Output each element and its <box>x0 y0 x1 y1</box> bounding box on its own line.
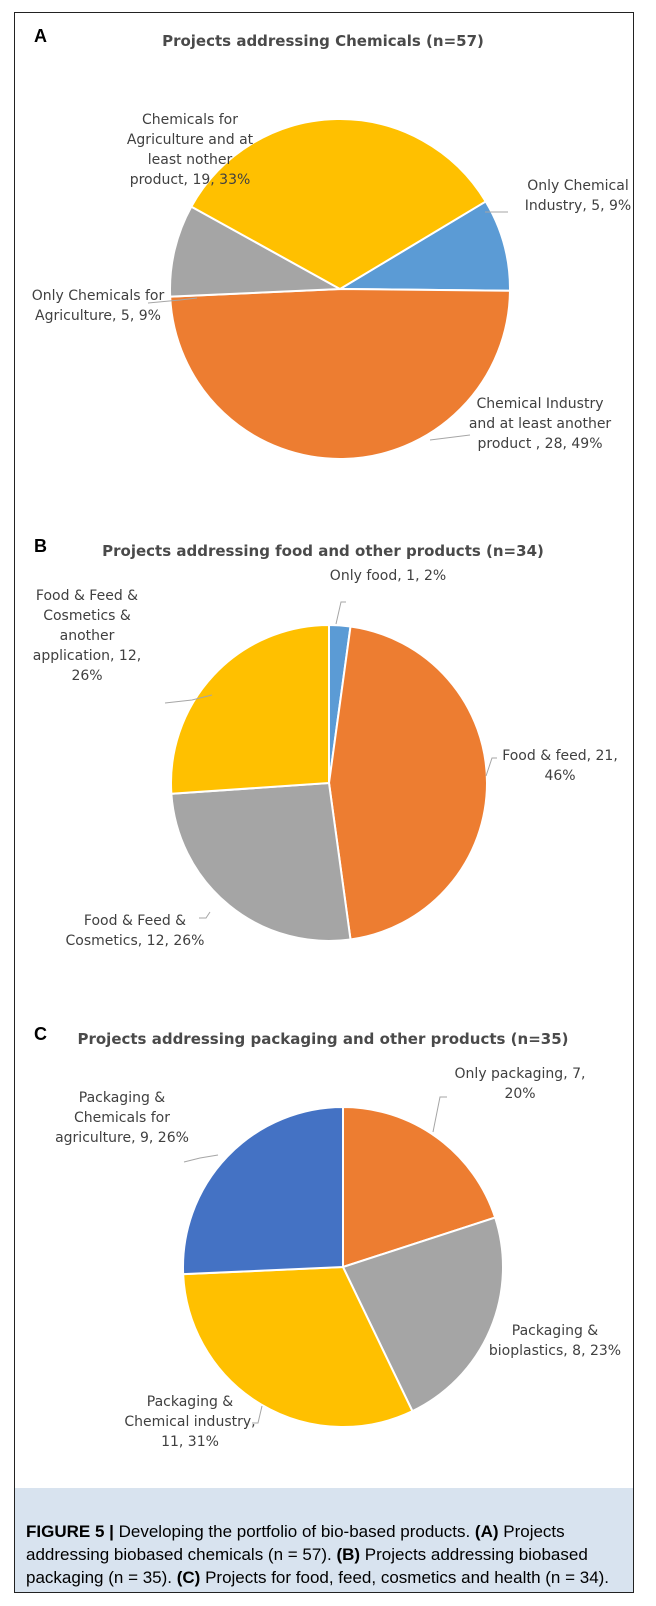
leader-line-3 <box>199 911 211 919</box>
chart-title-b: Projects addressing food and other produ… <box>102 542 544 560</box>
slice-label-2: Food & feed, 21, 46% <box>502 748 618 784</box>
panel-b: B Projects addressing food and other pro… <box>0 520 618 980</box>
pie-chart-c: Only packaging, 7, 20% Packaging & bioplast… <box>55 1066 621 1450</box>
slice-label-2: Chemical Industry and at least another pro… <box>469 396 612 452</box>
leader-line-3 <box>252 1405 263 1424</box>
pie-slice-4 <box>189 118 488 291</box>
leader-line-3 <box>147 297 198 304</box>
pie-slice-3 <box>182 1265 414 1428</box>
slice-label-4: Chemicals for Agriculture and at least not… <box>127 112 254 188</box>
slice-label-4: Packaging & Chemicals for agriculture, 9, … <box>55 1090 189 1146</box>
pie-slice-1 <box>336 200 511 292</box>
leader-line-1 <box>432 1096 447 1133</box>
slice-label-4: Food & Feed & Cosmetics & another applicati… <box>33 588 141 684</box>
leader-line-2 <box>485 757 497 777</box>
leader-line-4 <box>183 1154 219 1163</box>
caption-text-c: Projects for food, feed, cosmetics and h… <box>200 1568 610 1587</box>
pie-slice-4 <box>170 623 330 795</box>
caption-text-b: Projects addressing biobased packaging (… <box>26 1545 588 1587</box>
slice-label-3: Only Chemicals for Agriculture, 5, 9% <box>32 288 165 324</box>
panel-letter-a: A <box>34 26 47 46</box>
slice-label-3: Packaging & Chemical industry, 11, 31% <box>124 1394 255 1450</box>
leader-line-2 <box>429 434 471 441</box>
pie-slice-2 <box>341 1216 504 1413</box>
caption-intro: Developing the portfolio of bio-based pr… <box>113 1522 475 1541</box>
pie-slice-4 <box>182 1105 344 1276</box>
caption-background <box>14 1488 634 1593</box>
pie-chart-a: Only Chemical Industry, 5, 9% Chemical Ind… <box>32 112 632 460</box>
caption-label: FIGURE 5 | <box>26 1522 114 1541</box>
pie-slice-2 <box>327 625 488 941</box>
leader-line-1 <box>335 601 346 625</box>
pie-chart-b: Only food, 1, 2% Food & feed, 21, 46% Food … <box>33 568 618 949</box>
pie-slice-1 <box>342 1105 497 1269</box>
panel-letter-c: C <box>34 1024 47 1044</box>
panel-c: C Projects addressing packaging and othe… <box>0 1010 618 1480</box>
pie-slice-2 <box>169 287 512 460</box>
panel-a: A Projects addressing Chemicals (n=57) <box>0 12 618 512</box>
slice-label-1: Only Chemical Industry, 5, 9% <box>525 178 632 214</box>
figure-caption: FIGURE 5 | Developing the portfolio of b… <box>26 1520 626 1589</box>
slice-label-3: Food & Feed & Cosmetics, 12, 26% <box>66 913 205 949</box>
caption-tag-a: (A) <box>474 1522 499 1541</box>
slice-label-1: Only food, 1, 2% <box>330 568 446 584</box>
chart-title-a: Projects addressing Chemicals (n=57) <box>162 32 484 50</box>
caption-tag-c: (C) <box>176 1568 201 1587</box>
slice-label-2: Packaging & bioplastics, 8, 23% <box>489 1323 621 1359</box>
slice-label-1: Only packaging, 7, 20% <box>455 1066 586 1102</box>
caption-text-a: Projects addressing biobased chemicals (… <box>26 1522 565 1564</box>
leader-line-4 <box>164 694 213 704</box>
chart-title-c: Projects addressing packaging and other … <box>77 1030 569 1048</box>
caption-tag-b: (B) <box>336 1545 361 1564</box>
panel-letter-b: B <box>34 536 47 556</box>
pie-slice-3 <box>170 781 352 942</box>
pie-slice-3 <box>169 205 344 298</box>
